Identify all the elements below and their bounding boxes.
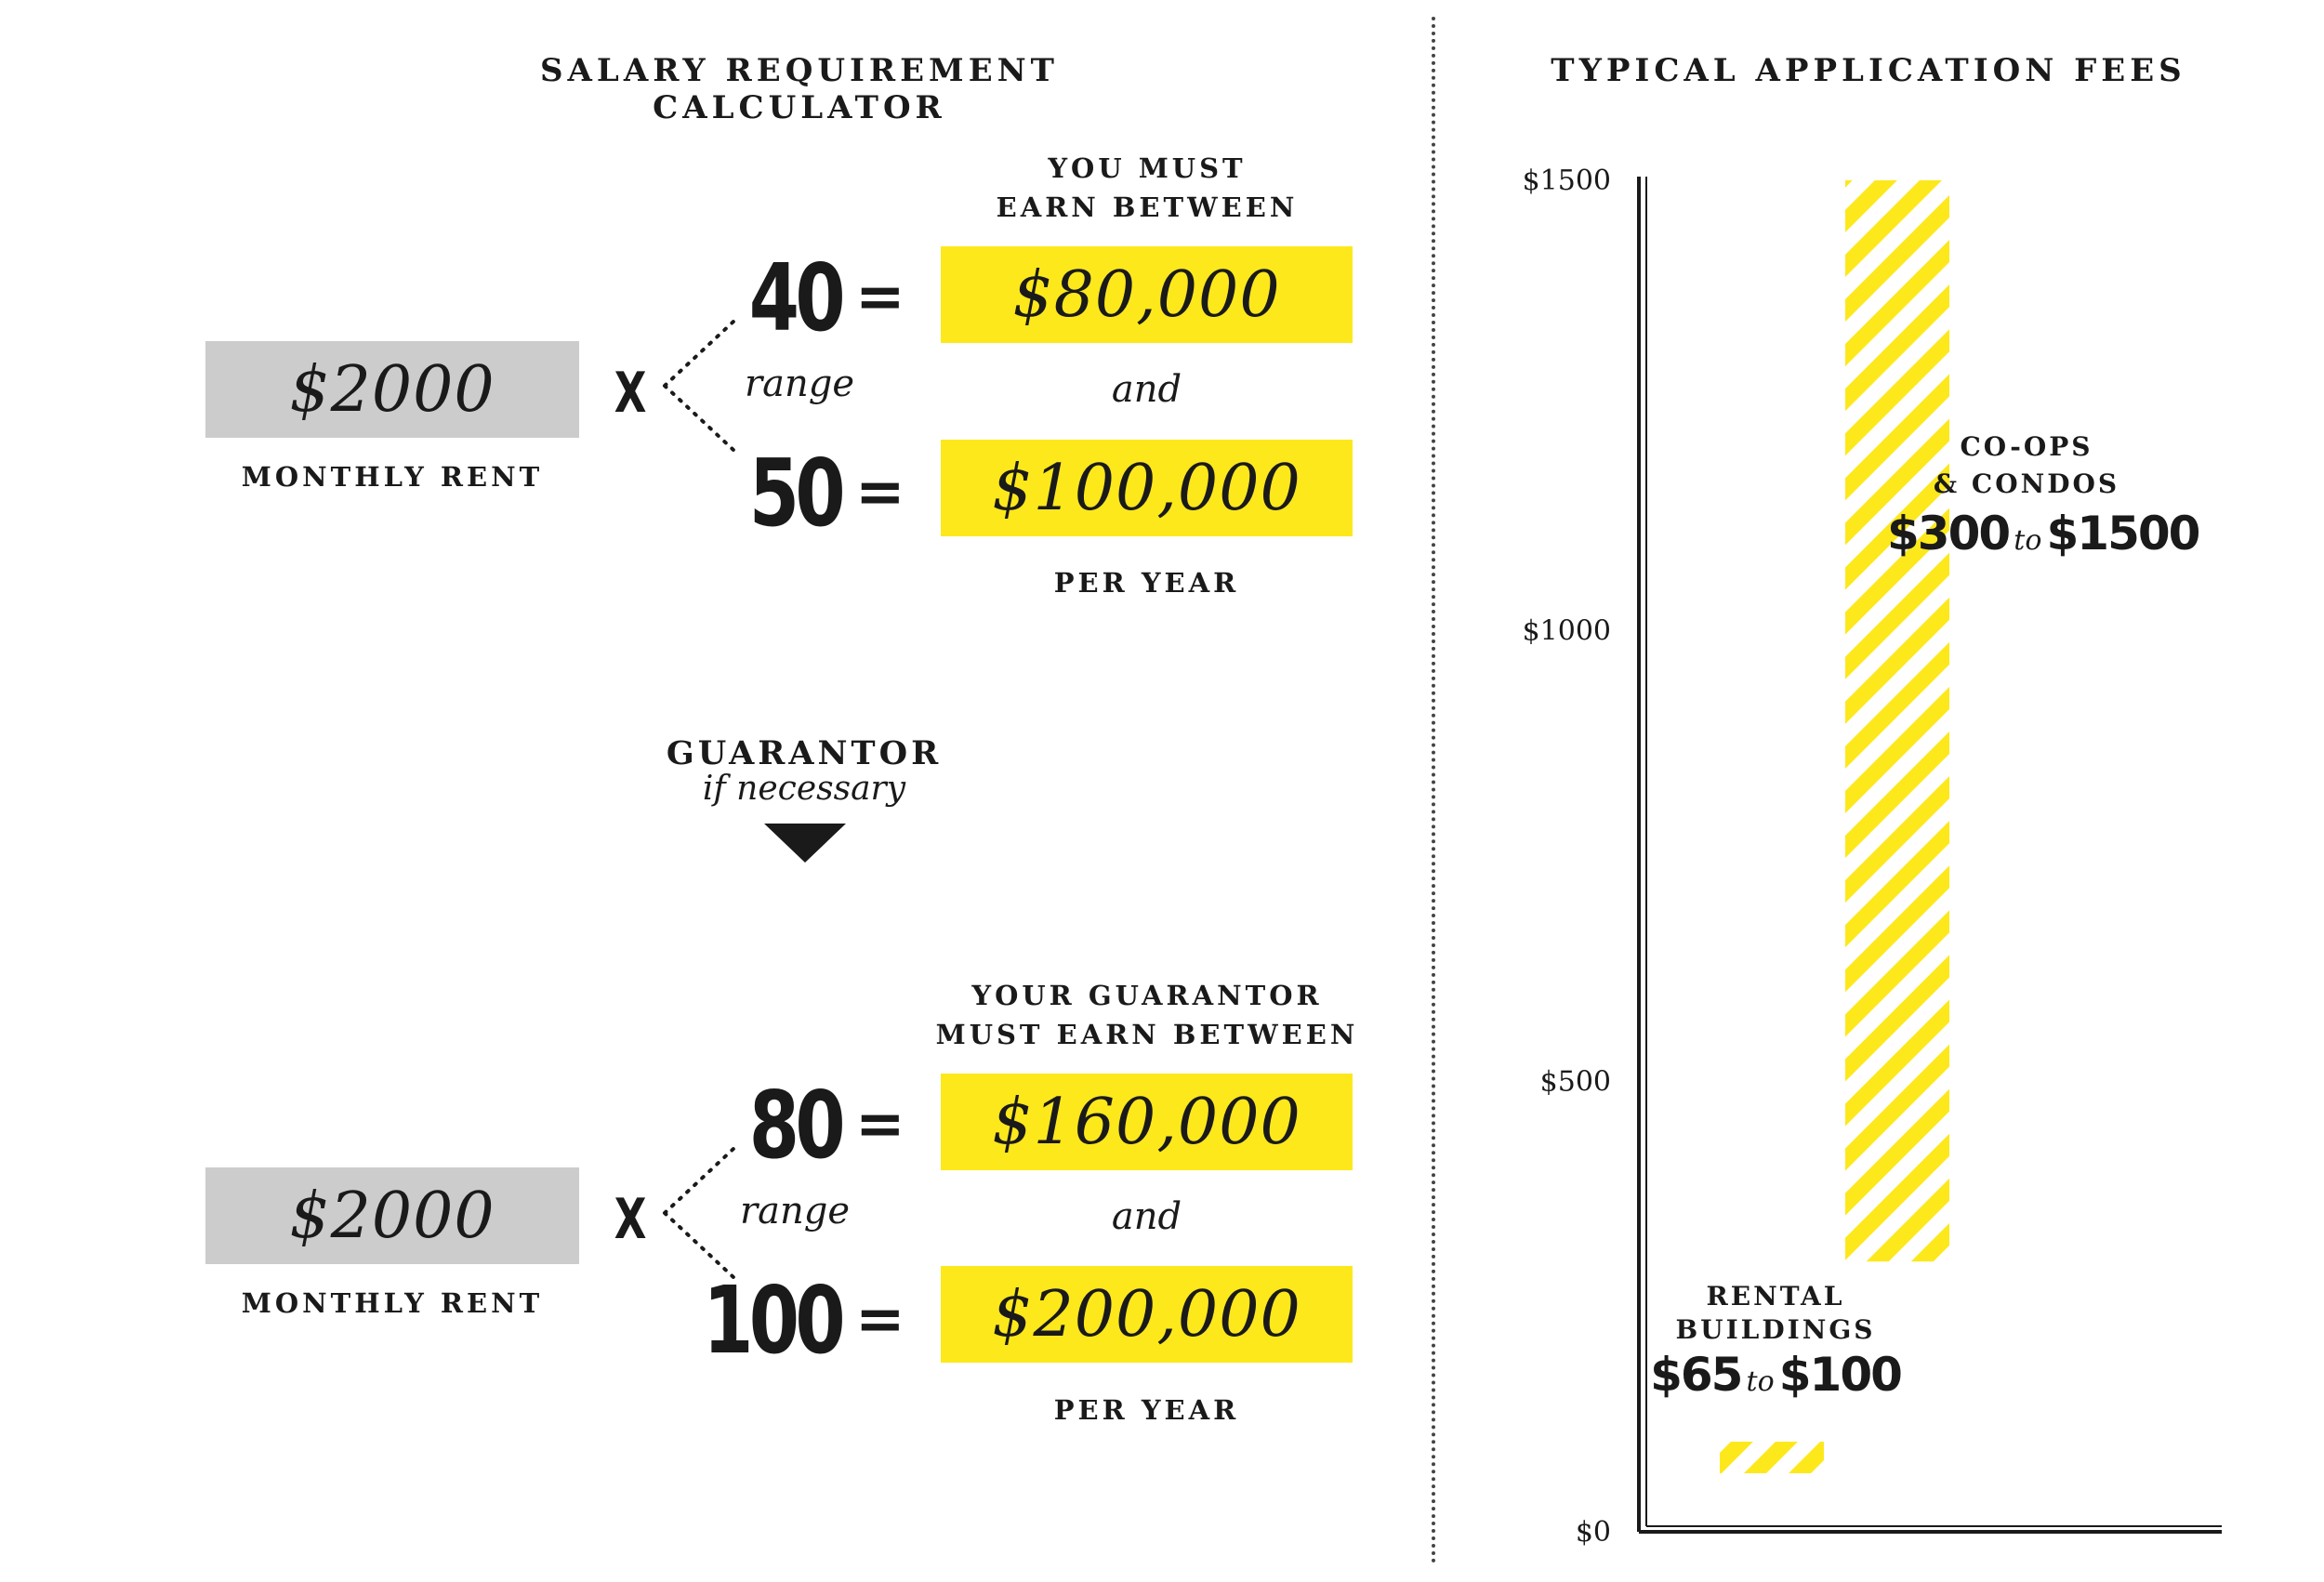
chart-title: TYPICAL APPLICATION FEES <box>1551 52 2186 89</box>
guarantor-monthly-rent-value: $2000 <box>289 1179 495 1253</box>
earn-header-line-2: EARN BETWEEN <box>996 191 1299 223</box>
high-multiplier: 50 <box>748 439 846 547</box>
guarantor-salary-low-value: $160,000 <box>992 1085 1301 1159</box>
rental-range-to: to <box>1746 1365 1775 1398</box>
multiply-sign: X <box>614 361 647 426</box>
down-arrow-icon <box>764 824 846 863</box>
monthly-rent-box: $2000 <box>205 341 579 438</box>
application-fees-chart: $0 $500 $1000 $1500 <box>1523 165 2222 1549</box>
low-multiplier: 40 <box>748 244 846 352</box>
guarantor-equals-sign-high: = <box>855 1285 905 1354</box>
y-tick-label: $1500 <box>1523 165 1611 197</box>
guarantor-high-multiplier: 100 <box>703 1266 845 1375</box>
guarantor-and-label: and <box>1111 1195 1182 1238</box>
guarantor-sublabel: if necessary <box>702 770 906 808</box>
per-year-label: PER YEAR <box>1053 567 1240 599</box>
calculator-title: SALARY REQUIREMENT CALCULATOR <box>540 52 1059 126</box>
salary-high-box: $100,000 <box>941 440 1353 536</box>
guarantor-salary-high-box: $200,000 <box>941 1266 1353 1363</box>
guarantor-multiply-sign: X <box>614 1187 647 1252</box>
monthly-rent-value: $2000 <box>289 352 495 427</box>
fee-range-bar <box>1720 1442 1824 1473</box>
guarantor-equals-sign-low: = <box>855 1090 905 1159</box>
y-tick-label: $1000 <box>1523 615 1611 648</box>
guarantor-earn-header-line-2: MUST EARN BETWEEN <box>935 1019 1359 1050</box>
rental-label-line-1: RENTAL <box>1706 1281 1845 1312</box>
salary-low-box: $80,000 <box>941 246 1353 343</box>
guarantor-range-label: range <box>739 1190 850 1233</box>
equals-sign-low: = <box>855 263 905 332</box>
rental-label-line-2: BUILDINGS <box>1675 1314 1876 1345</box>
and-label: and <box>1111 368 1182 411</box>
coops-label-line-1: CO-OPS <box>1960 431 2093 462</box>
section-divider <box>1432 17 1435 1564</box>
guarantor-earn-header-line-1: YOUR GUARANTOR <box>971 980 1323 1011</box>
guarantor-low-multiplier: 80 <box>748 1071 846 1180</box>
y-tick-label: $0 <box>1576 1516 1611 1549</box>
rental-range-high: $100 <box>1778 1348 1903 1402</box>
rental-range-low: $65 <box>1650 1348 1743 1402</box>
salary-high-value: $100,000 <box>992 451 1301 525</box>
coops-range-low: $300 <box>1887 507 2011 560</box>
monthly-rent-label: MONTHLY RENT <box>241 461 544 493</box>
guarantor-salary-low-box: $160,000 <box>941 1074 1353 1170</box>
range-label: range <box>744 363 854 405</box>
coops-label-line-2: & CONDOS <box>1933 468 2120 499</box>
salary-low-value: $80,000 <box>1012 257 1281 332</box>
guarantor-label: GUARANTOR <box>666 734 943 772</box>
coops-range-to: to <box>2014 524 2042 557</box>
rental-range: $65 to $100 <box>1636 1348 1915 1402</box>
guarantor-salary-high-value: $200,000 <box>992 1277 1301 1351</box>
fee-range-bar <box>1845 180 1949 1262</box>
coops-range: $300 to $1500 <box>1887 507 2200 560</box>
y-tick-label: $500 <box>1540 1065 1611 1098</box>
guarantor-per-year-label: PER YEAR <box>1053 1394 1240 1426</box>
earn-header-line-1: YOU MUST <box>1048 152 1247 184</box>
guarantor-monthly-rent-label: MONTHLY RENT <box>241 1287 544 1319</box>
equals-sign-high: = <box>855 458 905 527</box>
coops-range-high: $1500 <box>2046 507 2200 560</box>
guarantor-monthly-rent-box: $2000 <box>205 1167 579 1264</box>
